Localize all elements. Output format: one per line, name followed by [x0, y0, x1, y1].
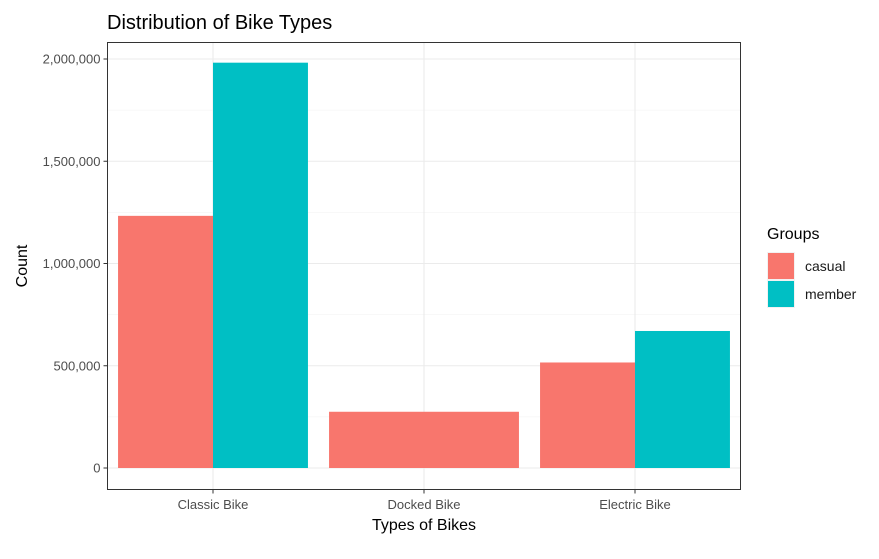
y-tick-label: 1,500,000 — [43, 154, 101, 169]
bar-casual-2 — [329, 411, 519, 468]
legend-swatch-casual — [768, 253, 794, 279]
y-tick-label: 500,000 — [54, 358, 101, 373]
x-axis-ticks: Classic Bike Docked Bike Electric Bike — [178, 489, 671, 512]
bar-member-3 — [635, 330, 730, 468]
y-axis-title: Count — [14, 244, 31, 287]
legend-swatch-member — [768, 281, 794, 307]
x-tick-label: Electric Bike — [599, 497, 671, 512]
y-tick-label: 1,000,000 — [43, 256, 101, 271]
y-axis-ticks: 0 500,000 1,000,000 1,500,000 2,000,000 — [43, 52, 108, 476]
legend-label-casual: casual — [805, 258, 845, 274]
legend: Groups casual member — [767, 226, 857, 308]
x-tick-label: Classic Bike — [178, 497, 249, 512]
bars — [118, 62, 730, 468]
x-axis-title: Types of Bikes — [372, 517, 476, 534]
x-tick-label: Docked Bike — [388, 497, 461, 512]
y-tick-label: 2,000,000 — [43, 52, 101, 67]
bar-casual-1 — [118, 215, 213, 468]
bar-casual-3 — [540, 362, 635, 468]
legend-title: Groups — [767, 226, 819, 243]
bar-member-1 — [213, 62, 308, 468]
legend-label-member: member — [805, 286, 857, 302]
chart-title: Distribution of Bike Types — [107, 12, 332, 34]
y-tick-label: 0 — [93, 461, 100, 476]
